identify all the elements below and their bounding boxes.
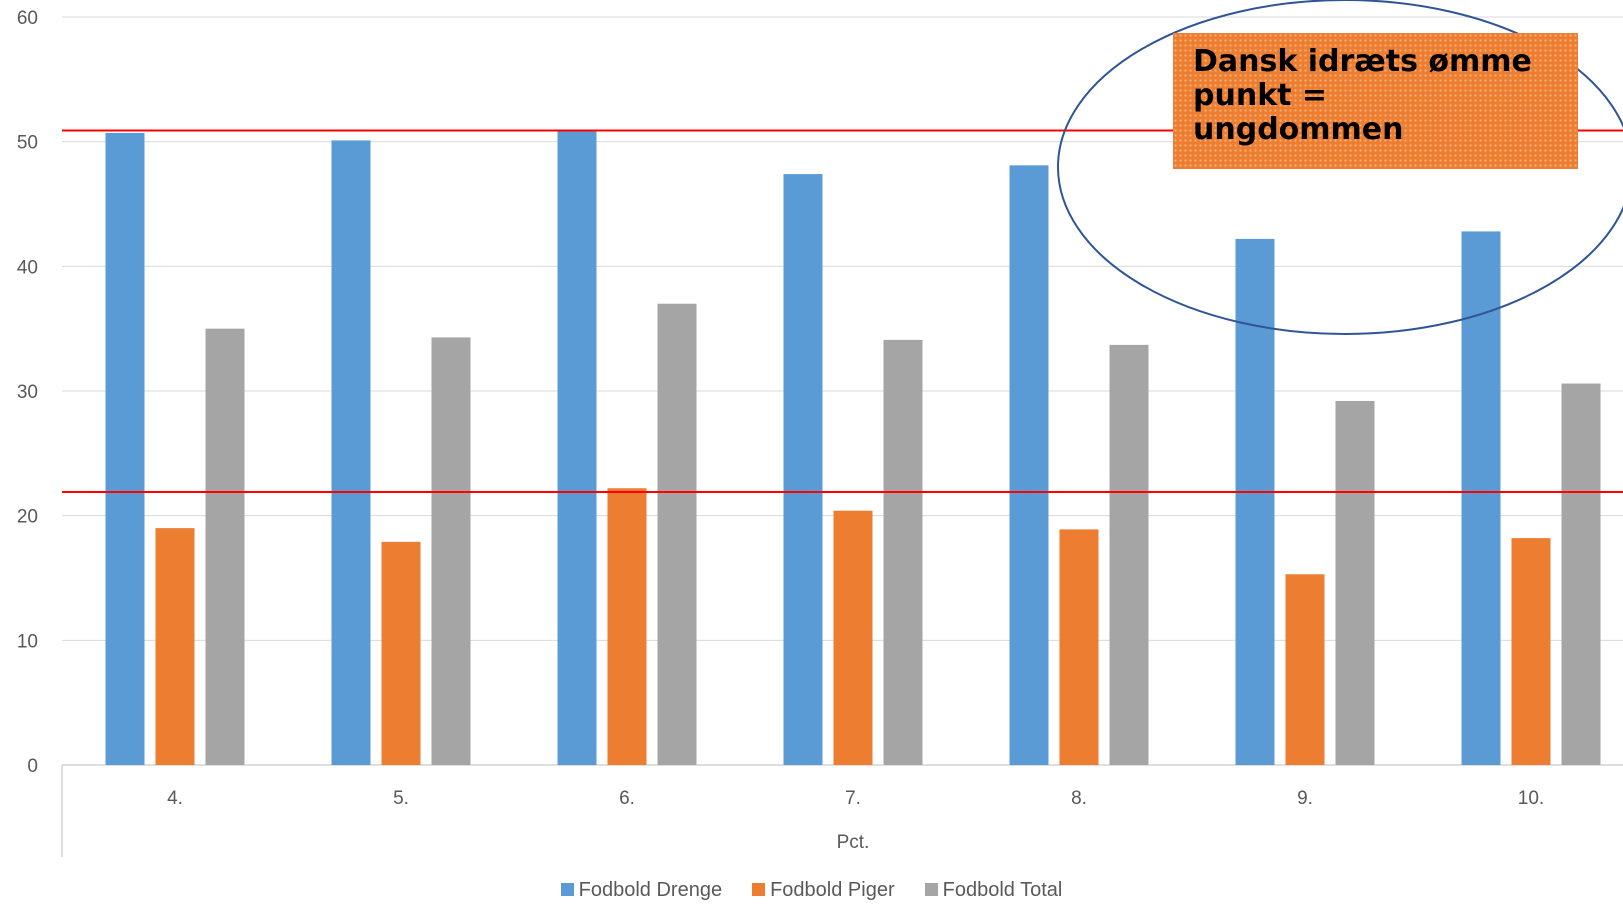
- x-tick-label: 6.: [619, 788, 635, 809]
- legend: Fodbold Drenge Fodbold Piger Fodbold Total: [0, 879, 1623, 902]
- legend-label: Fodbold Piger: [770, 879, 895, 901]
- reference-lines: [62, 129, 1623, 493]
- x-tick-label: 4.: [167, 788, 183, 809]
- bar-fodbold-piger-6: [1511, 538, 1551, 765]
- bar-fodbold-piger-1: [381, 541, 421, 765]
- bar-fodbold-drenge-4: [1009, 165, 1049, 765]
- legend-label: Fodbold Drenge: [578, 879, 723, 901]
- y-tick-label: 40: [17, 257, 38, 278]
- bar-fodbold-piger-2: [607, 488, 647, 765]
- bar-fodbold-total-0: [205, 328, 245, 765]
- annotation-ellipse: [1057, 0, 1623, 335]
- x-tick-label: 5.: [393, 788, 409, 809]
- y-tick-label: 60: [17, 8, 38, 29]
- bar-fodbold-drenge-6: [1461, 231, 1501, 766]
- y-tick-labels: 0 10 20 30 40 50 60: [17, 8, 38, 777]
- annotation-callout-box: Dansk idræts ømme punkt = ungdommen: [1173, 33, 1578, 169]
- bar-fodbold-piger-0: [155, 528, 195, 765]
- bar-fodbold-total-2: [657, 303, 697, 765]
- legend-item: Fodbold Piger: [752, 879, 895, 902]
- y-tick-label: 10: [17, 631, 38, 652]
- bar-fodbold-total-1: [431, 337, 471, 765]
- legend-swatch: [752, 883, 766, 896]
- x-tick-label: 9.: [1297, 788, 1313, 809]
- bar-fodbold-drenge-0: [105, 132, 145, 765]
- bar-fodbold-total-4: [1109, 344, 1149, 765]
- y-tick-label: 20: [17, 507, 38, 528]
- bar-fodbold-total-3: [883, 339, 923, 765]
- legend-label: Fodbold Total: [942, 879, 1063, 901]
- y-tick-label: 0: [27, 756, 38, 777]
- x-tick-labels: 4. 5. 6. 7. 8. 9. 10.: [167, 788, 1544, 809]
- bar-fodbold-drenge-2: [557, 130, 597, 766]
- bar-fodbold-drenge-3: [783, 174, 823, 765]
- bar-fodbold-piger-3: [833, 510, 873, 765]
- bar-fodbold-piger-5: [1285, 574, 1325, 765]
- bar-fodbold-total-5: [1335, 400, 1375, 765]
- legend-swatch: [924, 883, 938, 896]
- annotation-text: Dansk idræts ømme punkt = ungdommen: [1193, 44, 1532, 147]
- x-tick-label: 7.: [845, 788, 861, 809]
- bar-fodbold-total-6: [1561, 383, 1601, 765]
- legend-item: Fodbold Total: [924, 879, 1063, 902]
- y-tick-label: 50: [17, 133, 38, 154]
- x-tick-label: 8.: [1071, 788, 1087, 809]
- bar-fodbold-piger-4: [1059, 529, 1099, 765]
- bars: [105, 130, 1601, 766]
- bar-fodbold-drenge-5: [1235, 238, 1275, 765]
- legend-swatch: [560, 883, 574, 896]
- x-axis-title: Pct.: [837, 832, 870, 853]
- x-tick-label: 10.: [1518, 788, 1544, 809]
- legend-item: Fodbold Drenge: [560, 879, 723, 902]
- y-tick-label: 30: [17, 382, 38, 403]
- bar-fodbold-drenge-1: [331, 140, 371, 766]
